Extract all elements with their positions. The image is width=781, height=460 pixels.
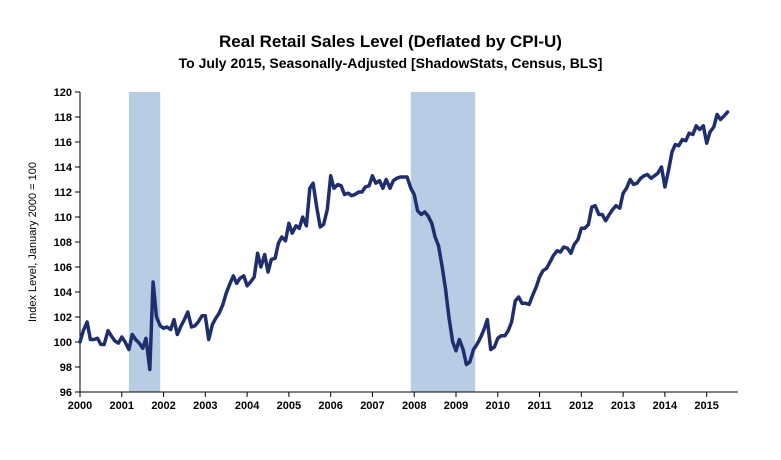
x-tick-label: 2002	[151, 400, 175, 412]
y-tick-label: 108	[54, 237, 72, 249]
series-line-real-retail-sales	[78, 110, 730, 372]
plot-frame	[79, 92, 738, 393]
x-tick-label: 2014	[653, 400, 678, 412]
y-tick-label: 118	[54, 112, 72, 124]
y-tick-label: 116	[54, 137, 72, 149]
x-tick-label: 2009	[444, 400, 468, 412]
x-tick-label: 2010	[486, 400, 510, 412]
x-tick-label: 2001	[110, 400, 134, 412]
y-tick-label: 104	[54, 287, 73, 299]
y-tick-label: 98	[60, 362, 72, 374]
x-tick-label: 2015	[694, 400, 718, 412]
y-tick-label: 102	[54, 312, 72, 324]
y-tick-label: 100	[54, 337, 72, 349]
y-tick-label: 120	[54, 87, 72, 99]
x-tick-label: 2013	[611, 400, 635, 412]
x-tick-label: 2003	[193, 400, 217, 412]
y-tick-label: 114	[54, 162, 73, 174]
x-tick-label: 2006	[318, 400, 342, 412]
x-tick-label: 2000	[68, 400, 92, 412]
x-tick-label: 2007	[360, 400, 384, 412]
y-tick-label: 96	[60, 387, 72, 399]
y-axis-label: Index Level, January 2000 = 100	[27, 162, 39, 322]
chart-subtitle: To July 2015, Seasonally-Adjusted [Shado…	[178, 55, 603, 71]
x-tick-label: 2011	[528, 400, 552, 412]
x-tick-label: 2012	[569, 400, 593, 412]
x-tick-label: 2008	[402, 400, 426, 412]
recession-band-2	[410, 92, 476, 392]
y-tick-label: 112	[54, 187, 72, 199]
y-tick-label: 106	[54, 262, 72, 274]
y-tick-label: 110	[54, 212, 72, 224]
chart-title: Real Retail Sales Level (Deflated by CPI…	[219, 32, 562, 51]
x-tick-label: 2005	[277, 400, 301, 412]
x-tick-label: 2004	[235, 400, 260, 412]
